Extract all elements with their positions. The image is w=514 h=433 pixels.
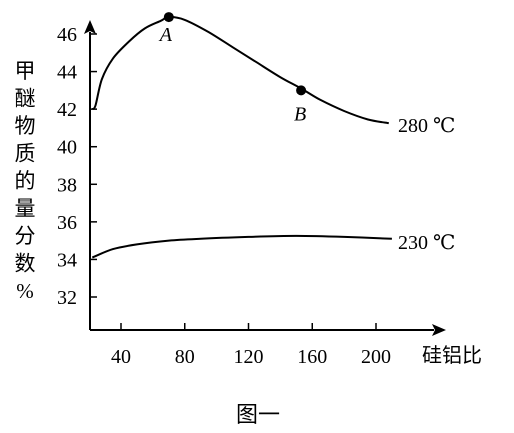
y-tick-label-36: 36 [57, 212, 77, 234]
y-label-char-1: 醚 [15, 87, 36, 111]
y-tick-label-38: 38 [57, 174, 77, 196]
x-tick-label-120: 120 [234, 346, 264, 368]
x-tick-label-40: 40 [111, 346, 131, 368]
y-tick-label-44: 44 [57, 62, 77, 84]
y-label-char-8: % [16, 279, 34, 303]
x-axis-arrow [432, 324, 446, 336]
x-axis-label: 硅铝比 [422, 344, 482, 367]
x-tick-label-80: 80 [175, 346, 195, 368]
y-label-char-3: 质 [15, 142, 36, 166]
series-line-0 [91, 16, 389, 125]
y-label-char-6: 分 [15, 224, 36, 248]
series-group [91, 16, 392, 259]
point-label-a: A [158, 24, 173, 46]
series-label-280: 280 ℃ [398, 115, 455, 137]
y-label-char-5: 量 [15, 197, 36, 221]
point-b [296, 85, 307, 96]
series-line-1 [91, 234, 392, 259]
y-tick-label-46: 46 [57, 24, 77, 46]
x-tick-label-160: 160 [297, 346, 327, 368]
annotations: AB [158, 12, 307, 125]
point-label-b: B [294, 103, 306, 125]
x-tick-label-200: 200 [361, 346, 391, 368]
y-tick-label-42: 42 [57, 99, 77, 121]
y-tick-label-34: 34 [57, 249, 77, 271]
point-a [163, 12, 174, 23]
series-label-230: 230 ℃ [398, 232, 455, 254]
figure-caption: 图一 [236, 402, 280, 427]
ticks: 40 80 120 160 200 32 34 36 38 40 42 44 46 [57, 24, 391, 368]
y-tick-label-32: 32 [57, 287, 77, 309]
y-label-char-0: 甲 [15, 59, 36, 83]
y-label-char-7: 数 [15, 252, 36, 276]
y-label-char-4: 的 [15, 169, 36, 193]
y-tick-label-40: 40 [57, 137, 77, 159]
y-axis-arrow [84, 20, 96, 34]
y-label-char-2: 物 [15, 114, 36, 138]
